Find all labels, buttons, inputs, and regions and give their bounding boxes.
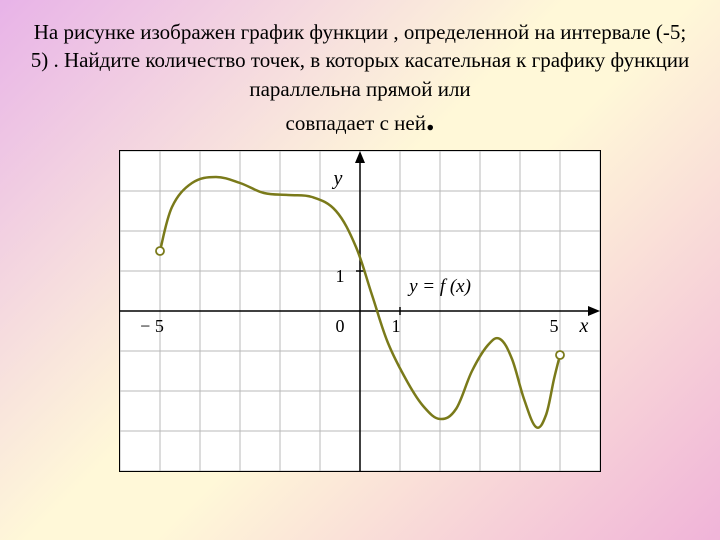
svg-text:x: x <box>579 315 589 337</box>
svg-text:y = f (x): y = f (x) <box>407 276 471 297</box>
svg-text:− 5: − 5 <box>140 316 164 336</box>
period-mark: . <box>426 101 435 138</box>
chart-wrapper: y x 1 0 1 − 5 5 y = f (x) <box>30 150 690 472</box>
svg-text:0: 0 <box>336 316 345 336</box>
chart-box: y x 1 0 1 − 5 5 y = f (x) <box>119 150 601 472</box>
subtitle-text: совпадает с ней <box>286 111 426 135</box>
problem-subtitle: совпадает с ней. <box>30 111 690 136</box>
svg-text:1: 1 <box>336 266 345 286</box>
function-chart: y x 1 0 1 − 5 5 y = f (x) <box>120 151 600 471</box>
problem-title: На рисунке изображен график функции , оп… <box>30 18 690 103</box>
slide-container: На рисунке изображен график функции , оп… <box>0 0 720 540</box>
svg-text:1: 1 <box>392 316 401 336</box>
svg-text:y: y <box>332 168 343 190</box>
svg-text:5: 5 <box>550 316 559 336</box>
